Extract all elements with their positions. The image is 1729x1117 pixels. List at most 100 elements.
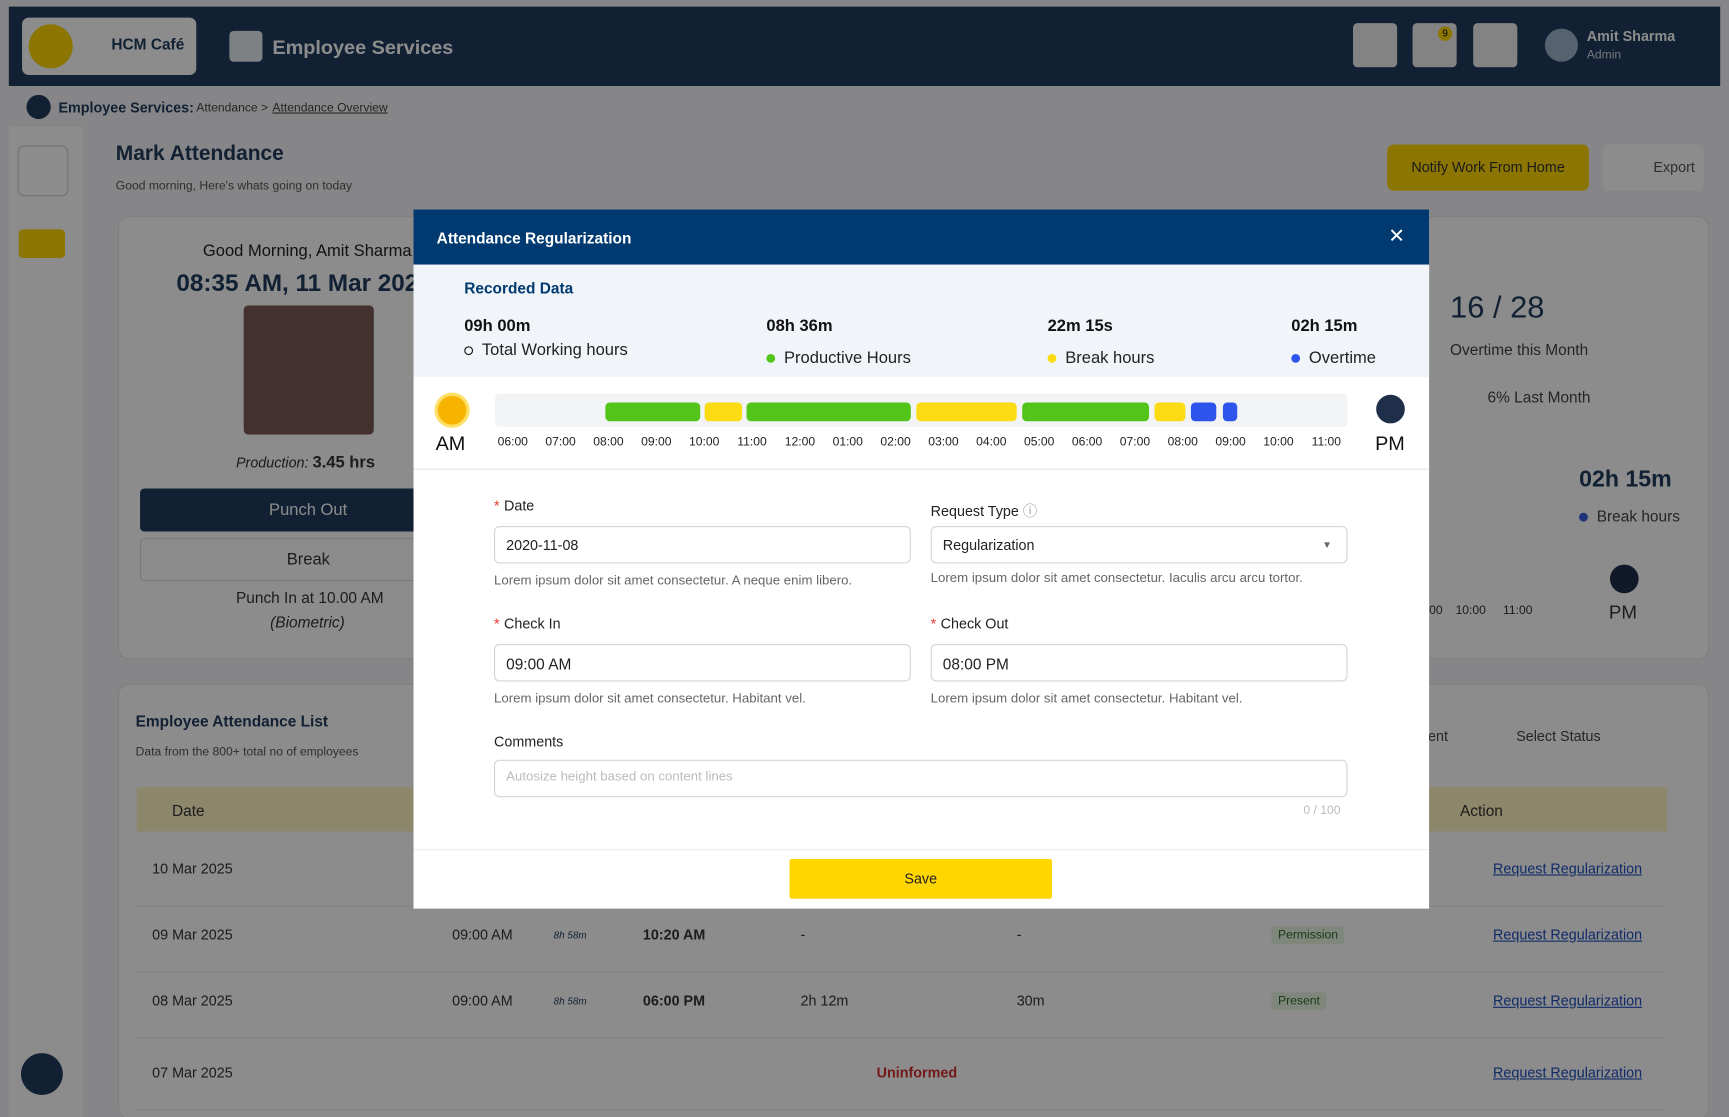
- request-type-label: Request Type: [930, 502, 1019, 520]
- sidebar-item[interactable]: [18, 229, 66, 259]
- stat-dot: [1047, 353, 1057, 363]
- modal-header: [413, 209, 1430, 265]
- list-title: Employee Attendance List: [135, 712, 329, 730]
- timeline-tick: 10:00: [688, 435, 720, 449]
- check-in: 09:00 AM: [452, 926, 513, 943]
- timeline-tick: 09:00: [641, 435, 672, 449]
- stat-value: 09h 00m: [464, 316, 531, 336]
- status: Uninformed: [876, 1064, 958, 1081]
- check-in-input[interactable]: 09:00 AM: [494, 643, 911, 682]
- timeline-tick: 11:00: [737, 435, 767, 449]
- timeline-tick: 00: [1429, 604, 1443, 618]
- module-name[interactable]: Employee Services: [272, 36, 454, 59]
- stat-dot: [1291, 353, 1301, 363]
- overtime-segment: [1190, 402, 1217, 422]
- table-row: [136, 975, 1668, 1039]
- save-button[interactable]: Save: [789, 859, 1052, 899]
- export-button[interactable]: Export: [1602, 144, 1704, 191]
- timeline-tick: 06:00: [497, 435, 528, 449]
- sidebar-item[interactable]: [17, 145, 69, 197]
- comments-input[interactable]: Autosize height based on content lines: [494, 759, 1348, 798]
- request-type-help: Lorem ipsum dolor sit amet consectetur. …: [930, 570, 1303, 586]
- action[interactable]: Request Regularization: [1493, 860, 1643, 877]
- breadcrumb-current[interactable]: Attendance Overview: [272, 101, 388, 115]
- date: 08 Mar 2025: [152, 992, 233, 1009]
- timeline-tick: 08:00: [1167, 435, 1198, 449]
- back-button[interactable]: [26, 94, 51, 120]
- sidebar: [8, 126, 83, 1117]
- duration: 8h 58m: [553, 995, 587, 1007]
- overtime: -: [1016, 926, 1022, 943]
- action[interactable]: Request Regularization: [1493, 992, 1643, 1009]
- production-value: 3.45 hrs: [312, 453, 376, 472]
- timeline-tick: 08:00: [593, 435, 624, 449]
- user-name[interactable]: Amit Sharma: [1586, 27, 1676, 45]
- comments-label: Comments: [494, 733, 564, 750]
- stat-label: Overtime: [1308, 348, 1376, 368]
- page-subtitle: Good morning, Here's whats going on toda…: [115, 179, 353, 193]
- timeline-tick: 10:00: [1455, 604, 1486, 618]
- notify-button[interactable]: Notify Work From Home: [1387, 144, 1589, 191]
- break-segment: [916, 402, 1017, 422]
- check-in-label: Check In: [504, 615, 561, 632]
- close-button[interactable]: ✕: [1388, 224, 1405, 248]
- timeline-tick: 04:00: [976, 435, 1007, 449]
- timeline-tick: 02:00: [880, 435, 911, 449]
- timeline-tick: 10:00: [1263, 435, 1294, 449]
- stat-value: 08h 36m: [766, 316, 833, 336]
- check-out: 10:20 AM: [642, 926, 706, 943]
- break-time: -: [800, 926, 806, 943]
- timeline-tick: 07:00: [545, 435, 576, 449]
- avatar[interactable]: [1544, 28, 1578, 62]
- timeline-tick: 09:00: [1215, 435, 1246, 449]
- column-header[interactable]: Date: [172, 801, 205, 820]
- punch-source: (Biometric): [270, 613, 345, 631]
- stat-dot: [766, 353, 776, 363]
- moon-icon: [1609, 564, 1639, 594]
- break-segment: [1154, 402, 1186, 422]
- overtime-count: 16 / 28: [1450, 290, 1545, 325]
- productive-segment: [1022, 402, 1150, 422]
- sun-icon: [437, 395, 467, 425]
- duration: 8h 58m: [553, 929, 587, 941]
- check-out-help: Lorem ipsum dolor sit amet consectetur. …: [930, 690, 1243, 706]
- recorded-panel: [413, 264, 1430, 378]
- stat-label: Break hours: [1065, 348, 1155, 368]
- menu-button[interactable]: [28, 24, 73, 69]
- date-input[interactable]: 2020-11-08: [494, 525, 911, 564]
- break-segment: [704, 402, 743, 422]
- datetime: 08:35 AM, 11 Mar 2025: [176, 269, 432, 297]
- breadcrumb-parent[interactable]: Attendance >: [196, 101, 269, 115]
- stat-value: 22m 15s: [1047, 316, 1113, 336]
- action[interactable]: Request Regularization: [1493, 1064, 1643, 1081]
- greeting: Good Morning, Amit Sharma: [202, 241, 412, 261]
- list-subtitle: Data from the 800+ total no of employees: [135, 745, 359, 759]
- settings-button[interactable]: [1473, 23, 1518, 68]
- help-button[interactable]: [20, 1053, 63, 1095]
- action[interactable]: Request Regularization: [1493, 926, 1643, 943]
- date-label: Date: [504, 497, 535, 514]
- stat-label: Total Working hours: [481, 340, 628, 360]
- break-value: 02h 15m: [1579, 466, 1672, 492]
- timeline-tick: 11:00: [1311, 435, 1342, 449]
- check-out-input[interactable]: 08:00 PM: [930, 643, 1348, 682]
- check-in: 09:00 AM: [452, 992, 513, 1009]
- breadcrumb-section: Employee Services:: [58, 99, 194, 116]
- request-type-select[interactable]: Regularization: [930, 525, 1348, 564]
- overtime-trend: 6% Last Month: [1487, 388, 1591, 406]
- column-header: Action: [1459, 801, 1503, 820]
- timeline-tick: 07:00: [1119, 435, 1151, 449]
- logo-text: HCM Café: [111, 35, 185, 53]
- punch-in-info: Punch In at 10.00 AM: [235, 588, 384, 607]
- productive-segment: [605, 402, 701, 422]
- filter[interactable]: ent: [1427, 727, 1448, 745]
- filter[interactable]: Select Status: [1516, 727, 1601, 745]
- break-time: 2h 12m: [800, 992, 849, 1009]
- divider: [413, 849, 1430, 851]
- timeline-tick: 06:00: [1071, 435, 1103, 449]
- date-help: Lorem ipsum dolor sit amet consectetur. …: [494, 572, 853, 588]
- break-label: Break hours: [1596, 507, 1680, 525]
- search-button[interactable]: [1353, 23, 1398, 68]
- select-arrow: ▼: [1322, 539, 1332, 551]
